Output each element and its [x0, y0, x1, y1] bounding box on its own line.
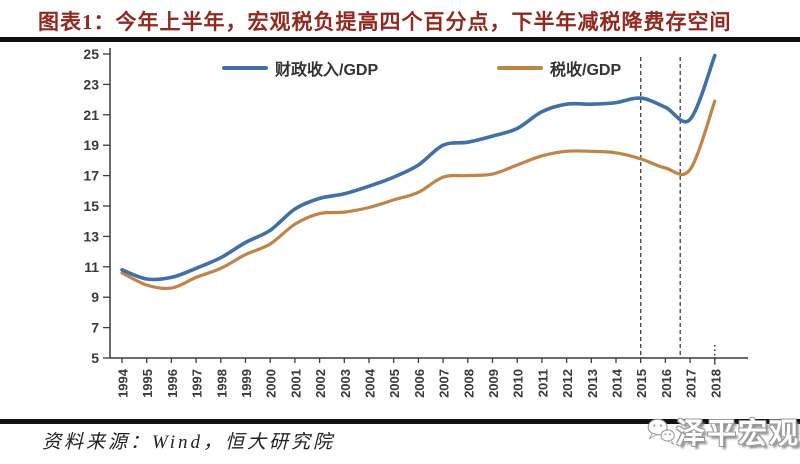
x-tick-label: 1994	[116, 368, 131, 398]
x-tick-label: 2011	[535, 369, 550, 397]
watermark-text: 泽平宏观	[675, 418, 800, 450]
source-note: 资料来源：Wind，恒大研究院	[42, 432, 336, 453]
tax-line-path	[120, 99, 717, 291]
y-tick-label: 23	[83, 76, 99, 92]
x-tick-label: 2018	[708, 369, 723, 398]
x-tick-label: 2010	[511, 369, 526, 398]
x-tick-label: 1997	[190, 369, 205, 398]
y-tick-label: 11	[84, 259, 99, 275]
y-tick-label: 9	[91, 289, 99, 305]
x-tick-label: 2004	[363, 368, 378, 398]
x-tick-label: 2002	[313, 369, 328, 398]
x-tick-label: 2014	[610, 368, 625, 398]
y-tick-label: 19	[83, 137, 99, 153]
tax-line-swatch	[497, 66, 543, 70]
y-tick-label: 13	[83, 228, 99, 244]
y-tick-label: 7	[91, 320, 99, 336]
y-tick-label: 17	[83, 168, 99, 184]
chat-bubbles-icon	[647, 418, 675, 445]
legend-label-tax: 税收/GDP	[550, 62, 622, 79]
x-tick-label: 2013	[585, 369, 600, 398]
x-tick-label: 2003	[338, 369, 353, 398]
fiscal-line-swatch	[222, 66, 268, 70]
watermark-badge: 泽平宏观	[646, 401, 800, 461]
x-tick-label: 2009	[486, 369, 501, 398]
title-underline-rule	[0, 37, 800, 42]
legend-label-fiscal: 财政收入/GDP	[275, 62, 379, 79]
x-tick-label: 2012	[560, 369, 575, 398]
x-tick-label: 2017	[684, 369, 699, 398]
y-tick-label: 5	[91, 350, 99, 366]
x-tick-label: 2006	[412, 369, 427, 398]
x-tick-label: 2015	[634, 369, 649, 398]
footer-rule	[0, 419, 800, 424]
y-tick-label: 15	[83, 198, 99, 214]
fiscal-line-path	[120, 53, 717, 282]
y-tick-label: 25	[83, 46, 99, 62]
x-tick-label: 1995	[140, 369, 155, 398]
legend-item-fiscal: 财政收入/GDP	[222, 59, 379, 79]
x-tick-label: 2001	[288, 369, 303, 398]
x-tick-label: 2016	[659, 369, 674, 398]
x-tick-label: 1999	[239, 369, 254, 398]
x-tick-label: 2005	[387, 369, 402, 398]
x-tick-label: 1996	[165, 369, 180, 398]
legend-item-tax: 税收/GDP	[497, 59, 622, 79]
x-tick-label: 2008	[461, 369, 476, 398]
x-tick-label: 2000	[264, 369, 279, 398]
x-tick-label: 1998	[214, 369, 229, 398]
figure-title: 图表1：今年上半年，宏观税负提高四个百分点，下半年减税降费存空间	[38, 10, 732, 34]
y-tick-label: 21	[83, 107, 99, 123]
x-tick-label: 2007	[437, 369, 452, 398]
